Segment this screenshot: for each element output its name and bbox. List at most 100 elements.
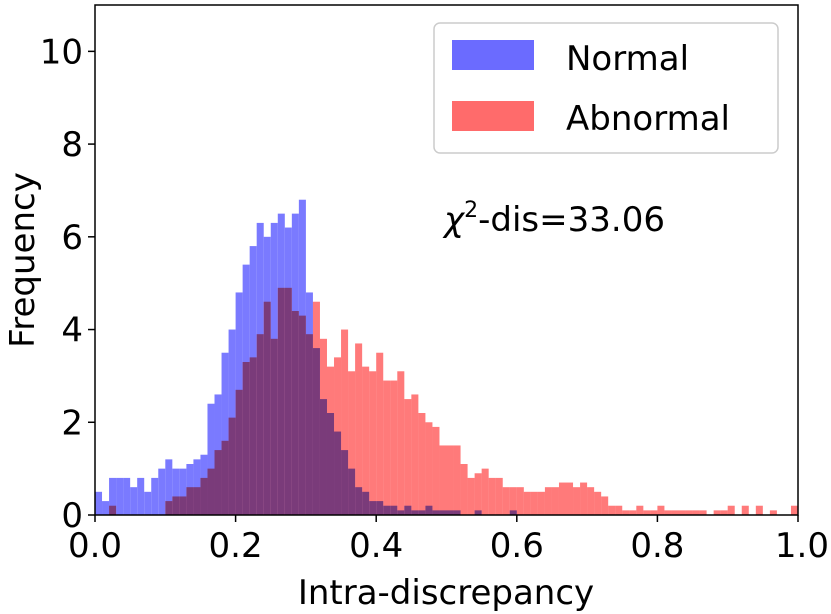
abnormal-bar [439,445,447,515]
normal-bar [172,468,180,515]
abnormal-bar [200,477,208,515]
abnormal-bar [326,366,335,515]
abnormal-bar [425,422,433,515]
normal-bar [137,477,145,515]
abnormal-bar [242,362,250,515]
chi-superscript: 2 [464,198,478,223]
abnormal-bar [481,468,489,515]
abnormal-bar [172,496,180,515]
abnormal-bar [270,338,278,515]
x-axis-ticks: 0.0 0.2 0.4 0.6 0.8 1.0 [68,515,829,566]
abnormal-bar [284,287,292,515]
abnormal-bar [404,399,412,515]
abnormal-bar [291,311,299,515]
abnormal-bar [383,380,391,515]
abnormal-bar [530,491,538,515]
legend-swatch-normal [452,40,534,70]
abnormal-bar [298,315,306,515]
abnormal-bar [544,487,552,515]
abnormal-bar [319,338,327,515]
abnormal-bar [495,477,503,515]
abnormal-bar [341,329,349,515]
normal-bar [116,477,124,515]
abnormal-bar [397,371,405,515]
y-tick-label: 6 [61,218,83,258]
abnormal-bar [474,473,482,515]
abnormal-bar [608,505,616,515]
abnormal-bar [629,510,637,515]
abnormal-bar [411,394,419,515]
abnormal-bar [488,477,496,515]
abnormal-bar [249,357,257,515]
abnormal-bar [256,334,264,515]
abnormal-bar [769,510,777,515]
legend-swatch-abnormal [452,101,534,131]
abnormal-bar [671,510,679,515]
legend-label-abnormal: Abnormal [566,99,730,139]
abnormal-bar [727,505,735,515]
abnormal-bar [277,287,285,515]
abnormal-bar [305,334,313,515]
y-axis-label: Frequency [3,172,43,348]
abnormal-bar [720,510,728,515]
y-tick-label: 0 [61,496,83,536]
abnormal-bar [263,301,271,515]
y-tick-label: 4 [61,311,83,351]
abnormal-bar [790,505,798,515]
normal-bar [144,491,152,515]
abnormal-bar [622,510,630,515]
chi-symbol: χ [442,200,466,240]
y-tick-label: 10 [40,32,83,72]
abnormal-bar [551,487,559,515]
abnormal-bar [207,468,215,515]
abnormal-bar [594,491,602,515]
abnormal-bar [601,496,609,515]
abnormal-bar [643,510,651,515]
abnormal-bar [657,505,665,515]
abnormal-bar [692,510,700,515]
abnormal-bar [221,440,229,515]
x-tick-label: 0.0 [68,526,122,566]
normal-bar [130,487,138,515]
abnormal-bar [699,510,707,515]
abnormal-bar [186,487,194,515]
abnormal-bar [467,477,475,515]
abnormal-bar [636,505,644,515]
abnormal-bar [446,445,454,515]
normal-bar [207,403,215,515]
abnormal-bar [432,426,440,515]
chi-square-annotation: χ2-dis=33.06 [442,198,665,240]
abnormal-bar [509,487,517,515]
abnormal-bar [523,491,531,515]
abnormal-bar [193,487,201,515]
abnormal-bar [228,417,236,515]
x-tick-label: 0.6 [490,526,544,566]
abnormal-bar [755,505,763,515]
normal-bar [151,477,159,515]
x-tick-label: 0.8 [630,526,684,566]
x-tick-label: 0.4 [349,526,403,566]
abnormal-bar [418,413,426,515]
normal-bar [95,491,103,515]
chi-value: -dis=33.06 [478,200,665,240]
abnormal-bar [165,501,173,515]
normal-bar [179,468,187,515]
abnormal-bar [369,371,377,515]
abnormal-bar [334,357,342,515]
abnormal-bar [678,510,686,515]
abnormal-bar [390,380,398,515]
abnormal-bar [566,482,574,515]
abnormal-bar [537,491,545,515]
abnormal-bar [685,510,693,515]
x-axis-label: Intra-discrepancy [298,573,594,613]
normal-bar [109,477,117,515]
normal-bar [158,468,166,515]
abnormal-series-bars [109,287,798,515]
x-tick-label: 1.0 [775,526,829,566]
abnormal-bar [348,371,356,515]
normal-bar [123,477,131,515]
abnormal-bar [235,389,243,515]
x-tick-label: 0.2 [209,526,263,566]
abnormal-bar [741,505,749,515]
